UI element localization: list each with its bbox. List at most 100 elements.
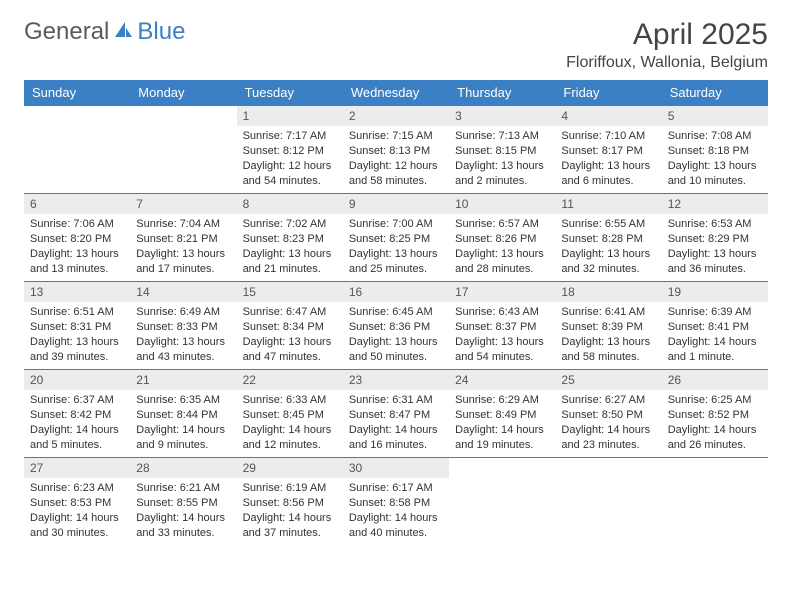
brand-name-part2: Blue: [137, 18, 185, 46]
day-content: Sunrise: 7:00 AMSunset: 8:25 PMDaylight:…: [343, 214, 449, 280]
day-content: Sunrise: 6:17 AMSunset: 8:58 PMDaylight:…: [343, 478, 449, 544]
brand-name-part1: General: [24, 18, 109, 46]
sunrise-line: Sunrise: 6:25 AM: [668, 393, 762, 408]
day-number: 14: [130, 282, 236, 302]
calendar-day-cell: 5Sunrise: 7:08 AMSunset: 8:18 PMDaylight…: [662, 106, 768, 194]
sunrise-line: Sunrise: 6:37 AM: [30, 393, 124, 408]
sunset-line: Sunset: 8:33 PM: [136, 320, 230, 335]
sunrise-line: Sunrise: 7:17 AM: [243, 129, 337, 144]
page-header: General Blue April 2025 Floriffoux, Wall…: [24, 18, 768, 72]
brand-logo: General Blue: [24, 18, 185, 46]
sunset-line: Sunset: 8:50 PM: [561, 408, 655, 423]
calendar-day-cell: 21Sunrise: 6:35 AMSunset: 8:44 PMDayligh…: [130, 370, 236, 458]
calendar-week-row: 6Sunrise: 7:06 AMSunset: 8:20 PMDaylight…: [24, 194, 768, 282]
day-content: Sunrise: 6:51 AMSunset: 8:31 PMDaylight:…: [24, 302, 130, 368]
sunset-line: Sunset: 8:39 PM: [561, 320, 655, 335]
sunset-line: Sunset: 8:31 PM: [30, 320, 124, 335]
calendar-empty-cell: [662, 458, 768, 546]
sunset-line: Sunset: 8:56 PM: [243, 496, 337, 511]
calendar-table: SundayMondayTuesdayWednesdayThursdayFrid…: [24, 80, 768, 546]
day-content: Sunrise: 7:02 AMSunset: 8:23 PMDaylight:…: [237, 214, 343, 280]
day-content: Sunrise: 6:45 AMSunset: 8:36 PMDaylight:…: [343, 302, 449, 368]
calendar-day-cell: 27Sunrise: 6:23 AMSunset: 8:53 PMDayligh…: [24, 458, 130, 546]
day-number: 24: [449, 370, 555, 390]
day-content: Sunrise: 6:31 AMSunset: 8:47 PMDaylight:…: [343, 390, 449, 456]
sunrise-line: Sunrise: 7:13 AM: [455, 129, 549, 144]
daylight-line: Daylight: 13 hours and 36 minutes.: [668, 247, 762, 277]
calendar-empty-cell: [24, 106, 130, 194]
day-header: Friday: [555, 80, 661, 106]
day-number: 27: [24, 458, 130, 478]
day-number: 1: [237, 106, 343, 126]
sunset-line: Sunset: 8:36 PM: [349, 320, 443, 335]
day-number: 18: [555, 282, 661, 302]
calendar-day-cell: 30Sunrise: 6:17 AMSunset: 8:58 PMDayligh…: [343, 458, 449, 546]
sunset-line: Sunset: 8:18 PM: [668, 144, 762, 159]
calendar-day-cell: 22Sunrise: 6:33 AMSunset: 8:45 PMDayligh…: [237, 370, 343, 458]
calendar-day-cell: 11Sunrise: 6:55 AMSunset: 8:28 PMDayligh…: [555, 194, 661, 282]
daylight-line: Daylight: 14 hours and 9 minutes.: [136, 423, 230, 453]
calendar-day-cell: 17Sunrise: 6:43 AMSunset: 8:37 PMDayligh…: [449, 282, 555, 370]
calendar-day-cell: 15Sunrise: 6:47 AMSunset: 8:34 PMDayligh…: [237, 282, 343, 370]
day-content: Sunrise: 6:29 AMSunset: 8:49 PMDaylight:…: [449, 390, 555, 456]
calendar-day-cell: 28Sunrise: 6:21 AMSunset: 8:55 PMDayligh…: [130, 458, 236, 546]
day-number: 26: [662, 370, 768, 390]
sunset-line: Sunset: 8:47 PM: [349, 408, 443, 423]
day-header: Monday: [130, 80, 236, 106]
day-content: Sunrise: 6:27 AMSunset: 8:50 PMDaylight:…: [555, 390, 661, 456]
calendar-day-cell: 6Sunrise: 7:06 AMSunset: 8:20 PMDaylight…: [24, 194, 130, 282]
day-number: 16: [343, 282, 449, 302]
sunrise-line: Sunrise: 6:39 AM: [668, 305, 762, 320]
day-content: Sunrise: 6:19 AMSunset: 8:56 PMDaylight:…: [237, 478, 343, 544]
sunset-line: Sunset: 8:44 PM: [136, 408, 230, 423]
sunrise-line: Sunrise: 7:08 AM: [668, 129, 762, 144]
calendar-empty-cell: [449, 458, 555, 546]
sunrise-line: Sunrise: 7:04 AM: [136, 217, 230, 232]
sunrise-line: Sunrise: 6:51 AM: [30, 305, 124, 320]
day-number: 8: [237, 194, 343, 214]
sunset-line: Sunset: 8:28 PM: [561, 232, 655, 247]
sunset-line: Sunset: 8:37 PM: [455, 320, 549, 335]
sunset-line: Sunset: 8:20 PM: [30, 232, 124, 247]
daylight-line: Daylight: 13 hours and 32 minutes.: [561, 247, 655, 277]
sunrise-line: Sunrise: 6:23 AM: [30, 481, 124, 496]
sunset-line: Sunset: 8:17 PM: [561, 144, 655, 159]
day-number: 5: [662, 106, 768, 126]
sunrise-line: Sunrise: 7:06 AM: [30, 217, 124, 232]
sunset-line: Sunset: 8:53 PM: [30, 496, 124, 511]
day-number: 12: [662, 194, 768, 214]
sunrise-line: Sunrise: 7:15 AM: [349, 129, 443, 144]
sail-icon: [113, 20, 133, 45]
daylight-line: Daylight: 13 hours and 28 minutes.: [455, 247, 549, 277]
sunset-line: Sunset: 8:55 PM: [136, 496, 230, 511]
sunset-line: Sunset: 8:29 PM: [668, 232, 762, 247]
sunrise-line: Sunrise: 6:57 AM: [455, 217, 549, 232]
day-content: Sunrise: 6:39 AMSunset: 8:41 PMDaylight:…: [662, 302, 768, 368]
daylight-line: Daylight: 13 hours and 2 minutes.: [455, 159, 549, 189]
sunset-line: Sunset: 8:52 PM: [668, 408, 762, 423]
day-number: 23: [343, 370, 449, 390]
daylight-line: Daylight: 14 hours and 16 minutes.: [349, 423, 443, 453]
day-header: Saturday: [662, 80, 768, 106]
day-header: Thursday: [449, 80, 555, 106]
daylight-line: Daylight: 13 hours and 21 minutes.: [243, 247, 337, 277]
daylight-line: Daylight: 14 hours and 26 minutes.: [668, 423, 762, 453]
day-content: Sunrise: 6:49 AMSunset: 8:33 PMDaylight:…: [130, 302, 236, 368]
calendar-day-cell: 20Sunrise: 6:37 AMSunset: 8:42 PMDayligh…: [24, 370, 130, 458]
day-content: Sunrise: 7:04 AMSunset: 8:21 PMDaylight:…: [130, 214, 236, 280]
calendar-header-row: SundayMondayTuesdayWednesdayThursdayFrid…: [24, 80, 768, 106]
day-header: Tuesday: [237, 80, 343, 106]
sunrise-line: Sunrise: 6:49 AM: [136, 305, 230, 320]
sunset-line: Sunset: 8:49 PM: [455, 408, 549, 423]
calendar-day-cell: 13Sunrise: 6:51 AMSunset: 8:31 PMDayligh…: [24, 282, 130, 370]
daylight-line: Daylight: 13 hours and 54 minutes.: [455, 335, 549, 365]
title-block: April 2025 Floriffoux, Wallonia, Belgium: [566, 18, 768, 72]
day-header: Sunday: [24, 80, 130, 106]
daylight-line: Daylight: 14 hours and 40 minutes.: [349, 511, 443, 541]
sunrise-line: Sunrise: 6:21 AM: [136, 481, 230, 496]
daylight-line: Daylight: 14 hours and 5 minutes.: [30, 423, 124, 453]
sunrise-line: Sunrise: 6:19 AM: [243, 481, 337, 496]
sunset-line: Sunset: 8:58 PM: [349, 496, 443, 511]
sunrise-line: Sunrise: 6:47 AM: [243, 305, 337, 320]
daylight-line: Daylight: 13 hours and 39 minutes.: [30, 335, 124, 365]
